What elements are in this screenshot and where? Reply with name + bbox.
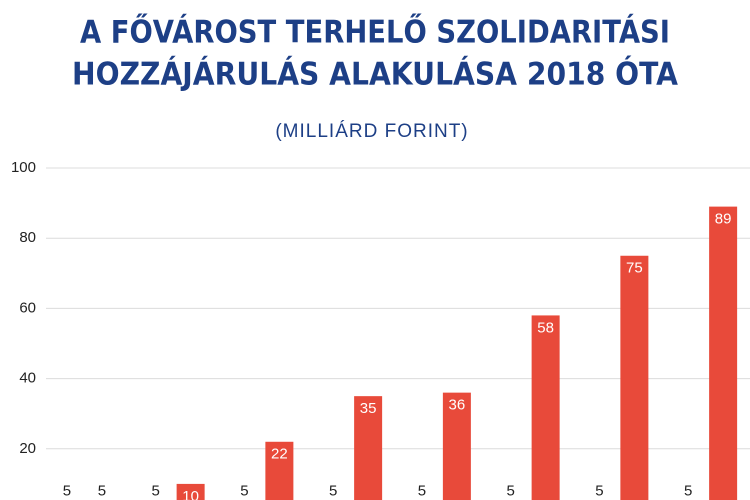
bar	[442, 392, 471, 500]
bar	[265, 441, 294, 500]
value-label: 75	[626, 260, 643, 277]
value-label: 5	[98, 482, 106, 499]
y-tick-label: 20	[19, 440, 36, 457]
value-label: 58	[537, 319, 554, 336]
value-label: 5	[151, 482, 159, 499]
y-tick-label: 100	[11, 159, 36, 176]
value-label: 89	[715, 211, 732, 228]
bar	[709, 206, 738, 500]
value-label: 5	[240, 482, 248, 499]
value-label: 35	[360, 400, 377, 417]
value-label: 22	[271, 446, 288, 463]
chart-subtitle: (MILLIÁRD FORINT)	[275, 121, 468, 142]
y-tick-label: 60	[19, 299, 36, 316]
bar	[531, 315, 560, 500]
value-label: 36	[449, 397, 466, 414]
bar	[176, 483, 205, 500]
y-tick-label: 80	[19, 229, 36, 246]
value-label: 5	[506, 482, 514, 499]
chart-title: HOZZÁJÁRULÁS ALAKULÁSA 2018 ÓTA	[72, 56, 678, 93]
value-label: 10	[182, 488, 199, 500]
value-label: 5	[418, 482, 426, 499]
value-label: 5	[329, 482, 337, 499]
value-label: 5	[595, 482, 603, 499]
value-label: 5	[684, 482, 692, 499]
bar	[354, 396, 383, 500]
value-label: 5	[63, 482, 71, 499]
y-tick-label: 40	[19, 370, 36, 387]
chart-title: A FŐVÁROST TERHELŐ SZOLIDARITÁSI	[80, 14, 670, 51]
bar	[620, 255, 649, 500]
